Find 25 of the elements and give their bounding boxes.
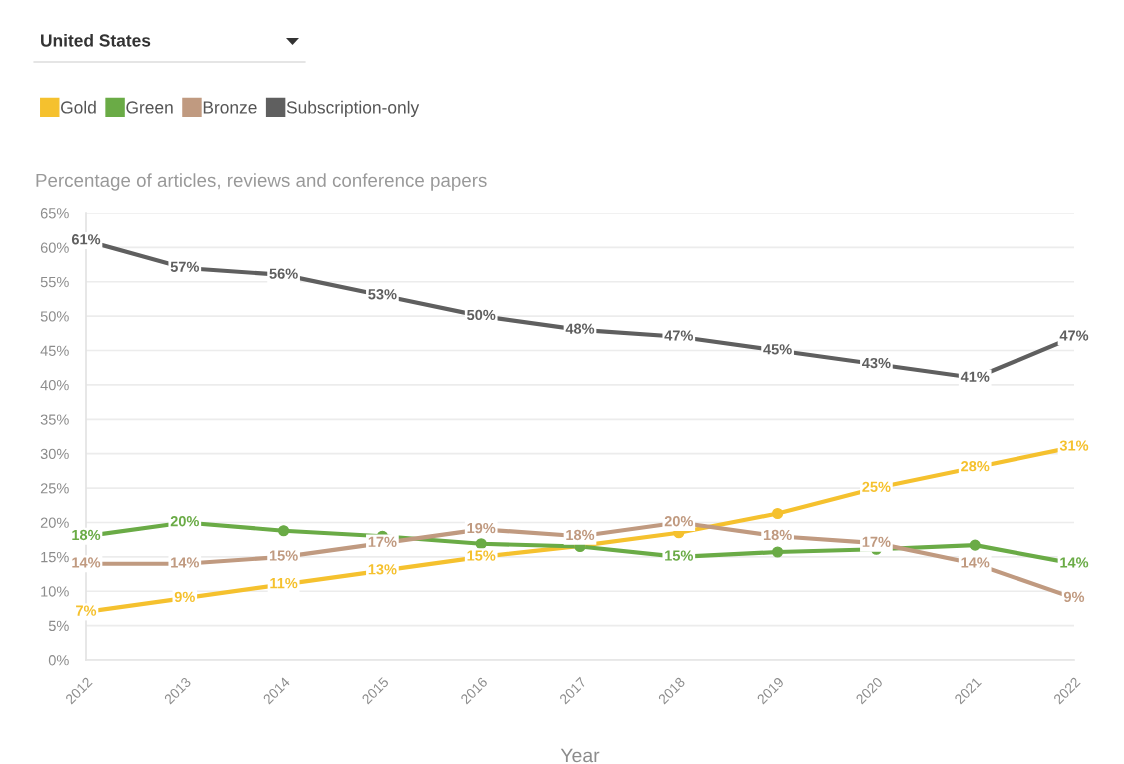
x-axis-title: Year — [560, 748, 600, 763]
legend-label: Bronze — [203, 101, 257, 114]
y-tick-label: 10% — [41, 586, 69, 597]
y-tick-label: 45% — [40, 345, 69, 356]
y-tick-label: 50% — [40, 311, 69, 322]
legend-label: Gold — [61, 100, 96, 114]
y-tick-label: 60% — [40, 242, 69, 253]
y-tick-label: 5% — [48, 620, 69, 632]
y-tick-label: 0% — [48, 655, 69, 666]
y-tick-label: 65% — [40, 208, 69, 219]
y-tick-label: 30% — [40, 448, 69, 460]
y-tick-label: 40% — [40, 380, 69, 391]
point — [475, 538, 487, 550]
y-tick-label: 55% — [40, 276, 69, 288]
legend-label: Green — [126, 101, 173, 114]
y-tick-label: 35% — [40, 414, 69, 425]
y-tick-label: 20% — [40, 517, 69, 528]
y-tick-label: 25% — [40, 483, 69, 494]
point — [772, 546, 784, 558]
point — [278, 525, 290, 537]
legend-label: Subscription-only — [286, 100, 420, 118]
point — [969, 539, 981, 551]
chart-title: United States — [41, 33, 151, 47]
y-axis-title: Percentage of articles, reviews and conference papers — [36, 173, 487, 191]
y-tick-label: 15% — [41, 552, 69, 563]
